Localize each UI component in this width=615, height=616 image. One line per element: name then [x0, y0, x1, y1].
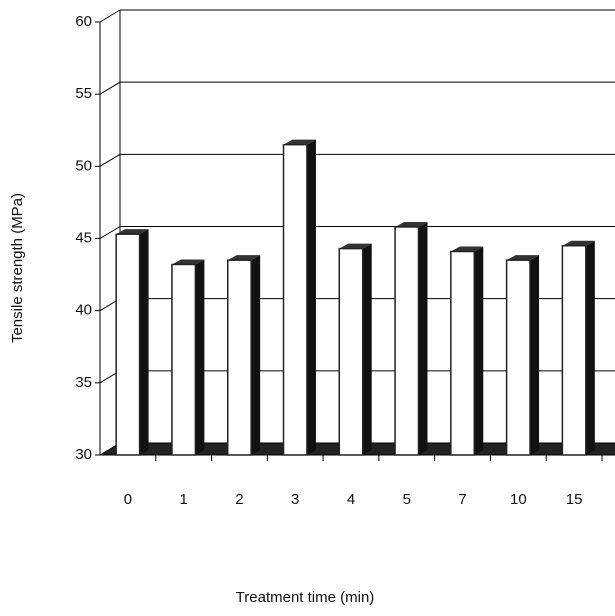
- bar-side: [139, 229, 149, 455]
- x-axis-title: Treatment time (min): [236, 589, 375, 606]
- x-tick-label: 2: [235, 491, 243, 508]
- bar-top: [171, 259, 205, 265]
- grid-side: [99, 226, 121, 239]
- x-tick-label: 5: [403, 491, 411, 508]
- bar-top: [227, 255, 261, 261]
- bar: [394, 226, 420, 456]
- y-tick-label: 60: [75, 13, 92, 30]
- x-tick-label: 10: [510, 491, 527, 508]
- y-tick-label: 45: [75, 229, 92, 246]
- bar: [171, 263, 197, 456]
- x-tick-label: 1: [179, 491, 187, 508]
- bar-side: [195, 259, 205, 455]
- x-tick-label: 3: [291, 491, 299, 508]
- grid-side: [99, 9, 121, 23]
- bar: [561, 244, 587, 456]
- bar: [450, 250, 476, 456]
- x-tick-label: 4: [347, 491, 355, 508]
- y-tick-label: 40: [75, 302, 92, 319]
- bar-top: [506, 255, 540, 261]
- x-tick-label: 0: [124, 491, 132, 508]
- y-tick-label: 55: [75, 85, 92, 102]
- y-tick-label: 50: [75, 157, 92, 174]
- y-tick-label: 35: [75, 374, 92, 391]
- bar-side: [418, 221, 428, 455]
- grid-side: [99, 153, 121, 167]
- bar-side: [362, 243, 372, 455]
- bar-side: [306, 139, 316, 455]
- bar: [226, 259, 252, 456]
- bar-top: [395, 221, 428, 227]
- bar-side: [585, 240, 595, 455]
- bar-top: [450, 246, 484, 252]
- bar-top: [116, 229, 149, 235]
- bar: [282, 143, 308, 456]
- bar-side: [530, 255, 540, 455]
- bar: [115, 233, 141, 456]
- y-tick-label: 30: [75, 446, 92, 463]
- bar-side: [251, 255, 261, 455]
- bar-top: [339, 243, 372, 249]
- grid-side: [99, 81, 121, 95]
- x-tick-label: 15: [566, 491, 583, 508]
- bar-side: [474, 246, 484, 455]
- bar-top: [562, 240, 595, 246]
- y-axis-title: Tensile strength (MPa): [9, 193, 26, 343]
- bar: [505, 259, 531, 456]
- bar: [338, 247, 364, 456]
- bar-top: [283, 139, 316, 145]
- x-tick-label: 7: [458, 491, 466, 508]
